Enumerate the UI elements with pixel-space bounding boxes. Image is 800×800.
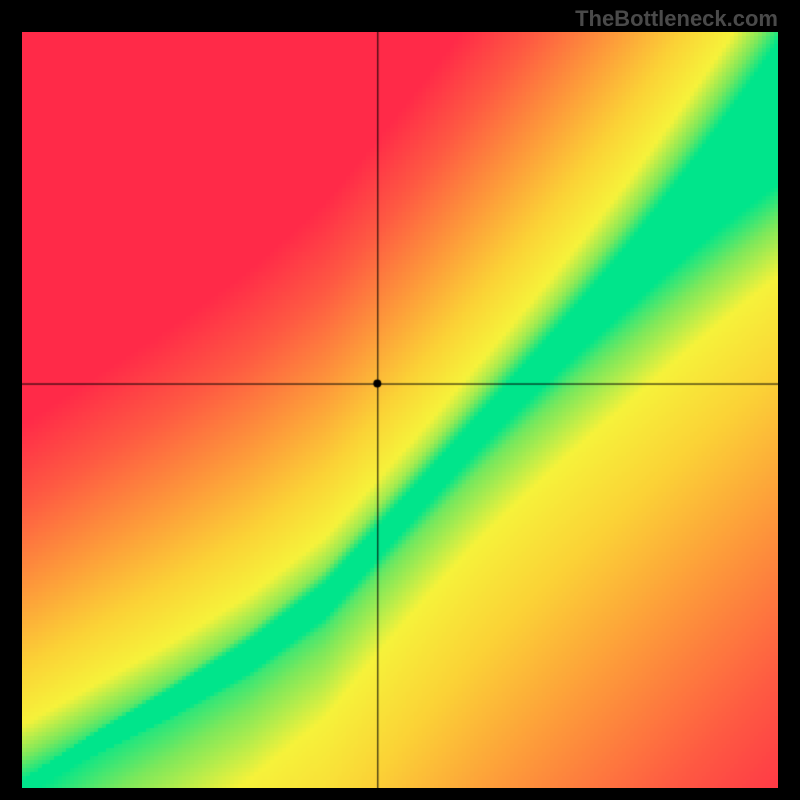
chart-container: TheBottleneck.com xyxy=(0,0,800,800)
bottleneck-heatmap xyxy=(22,32,778,788)
watermark-text: TheBottleneck.com xyxy=(575,6,778,32)
